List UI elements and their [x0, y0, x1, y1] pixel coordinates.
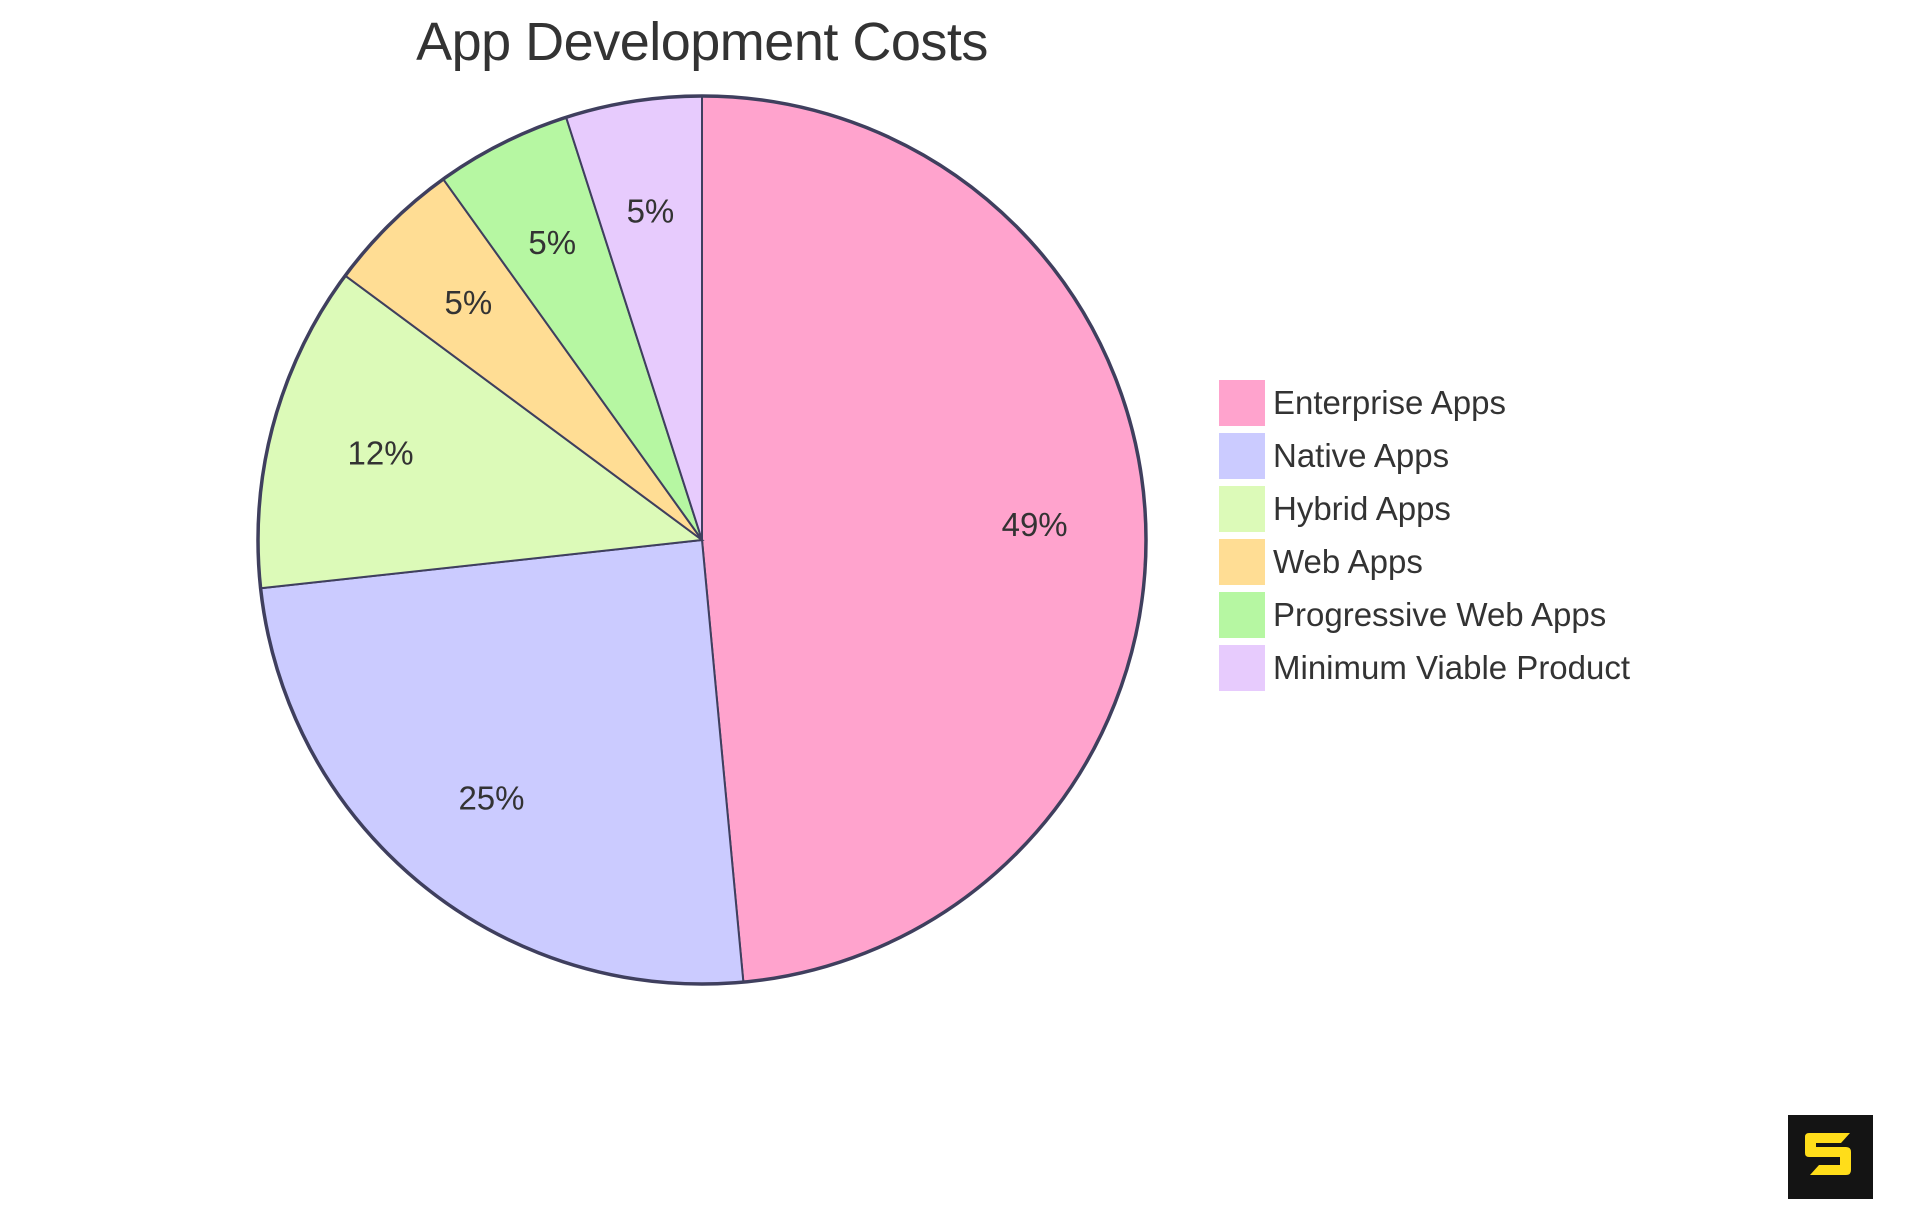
pie-outline: [256, 94, 1148, 986]
brand-logo: [1788, 1115, 1873, 1199]
legend-swatch: [1219, 380, 1265, 426]
legend-swatch: [1219, 433, 1265, 479]
legend: Enterprise Apps Native Apps Hybrid Apps …: [1219, 380, 1630, 698]
legend-item-web-apps: Web Apps: [1219, 539, 1630, 585]
legend-item-enterprise-apps: Enterprise Apps: [1219, 380, 1630, 426]
chart-title: App Development Costs: [416, 12, 988, 72]
legend-label: Enterprise Apps: [1273, 384, 1506, 421]
legend-item-minimum-viable-product: Minimum Viable Product: [1219, 645, 1630, 691]
legend-label: Native Apps: [1273, 437, 1450, 474]
slice-percent-label: 5%: [445, 284, 493, 321]
legend-label: Progressive Web Apps: [1273, 596, 1607, 633]
legend-item-hybrid-apps: Hybrid Apps: [1219, 486, 1630, 532]
slice-percent-label: 5%: [627, 193, 675, 230]
legend-label: Hybrid Apps: [1273, 490, 1451, 527]
s-logo-icon: [1805, 1133, 1851, 1175]
slice-percent-label: 12%: [348, 434, 414, 471]
slice-percent-label: 5%: [528, 224, 576, 261]
legend-swatch: [1219, 539, 1265, 585]
pie-slices: [257, 94, 1147, 985]
legend-label: Minimum Viable Product: [1273, 649, 1631, 686]
slice-percent-label: 49%: [1002, 506, 1068, 543]
legend-swatch: [1219, 645, 1265, 691]
legend-item-native-apps: Native Apps: [1219, 433, 1630, 479]
pie-slice-enterprise-apps: [701, 94, 1147, 984]
pie-labels: 49% 25% 12% 5% 5% 5%: [348, 193, 1068, 817]
slice-percent-label: 25%: [458, 780, 524, 817]
legend-item-progressive-web-apps: Progressive Web Apps: [1219, 592, 1630, 638]
legend-swatch: [1219, 486, 1265, 532]
pie-slice-native-apps: [259, 538, 745, 985]
legend-label: Web Apps: [1273, 543, 1423, 580]
legend-swatch: [1219, 592, 1265, 638]
